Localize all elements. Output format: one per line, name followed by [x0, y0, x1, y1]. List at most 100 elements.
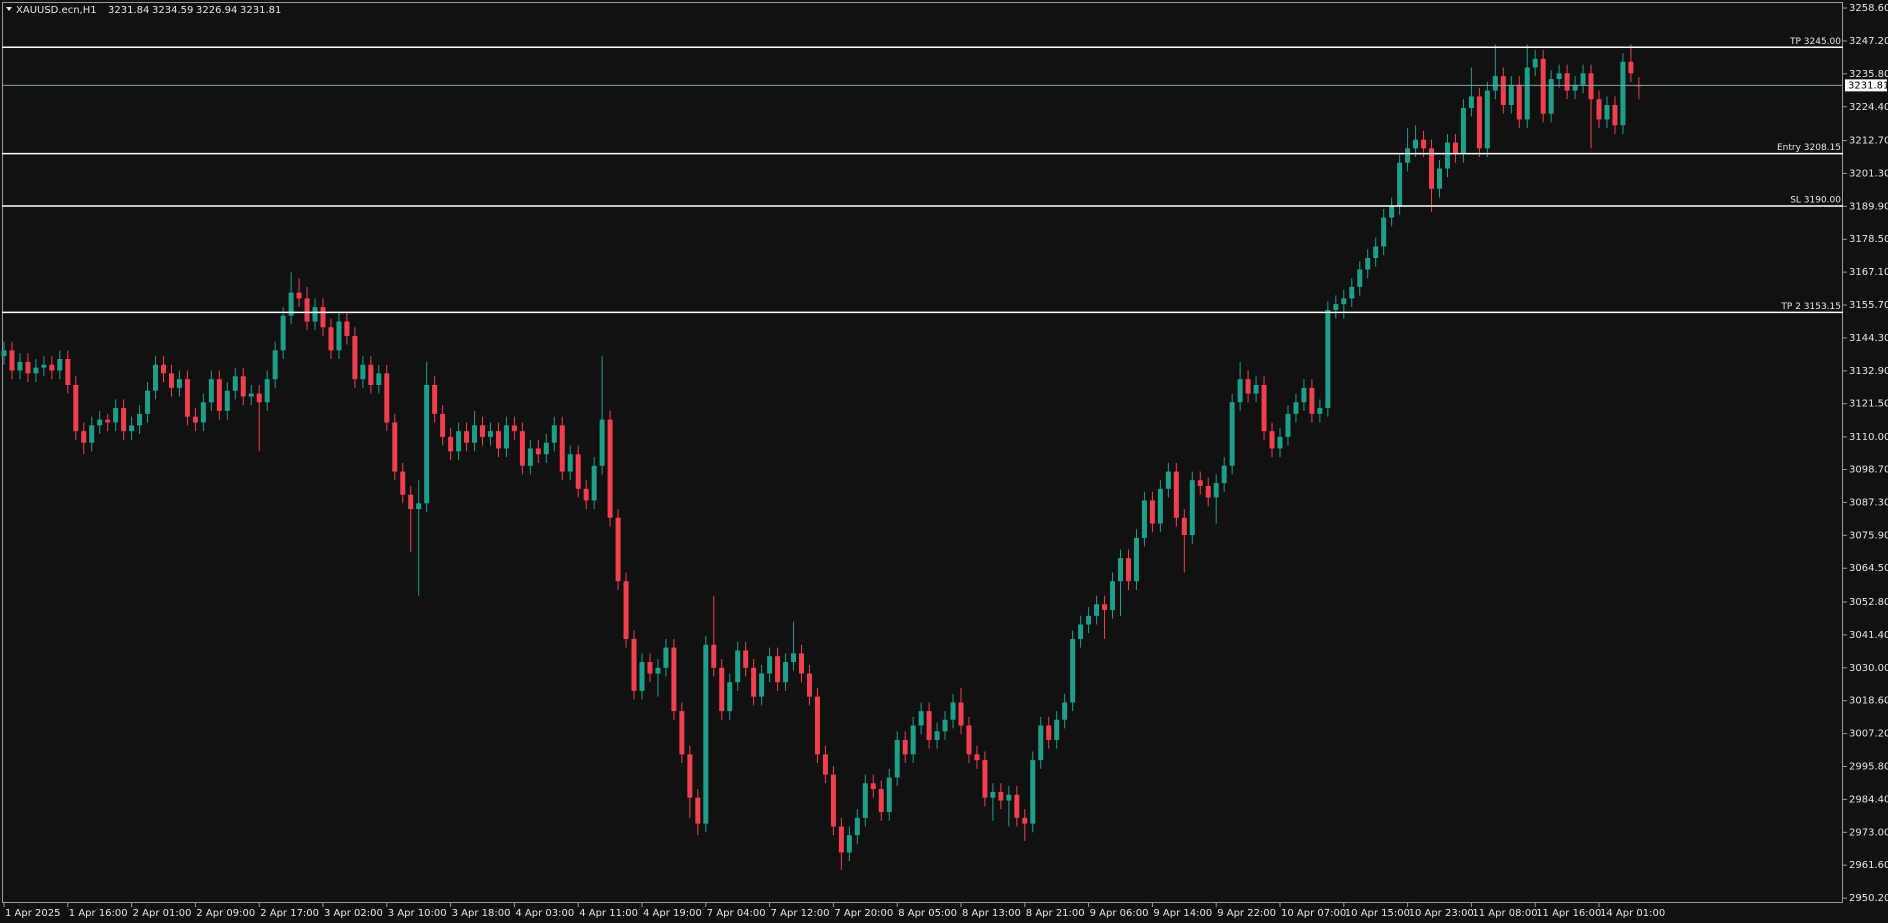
- x-tick-label: 2 Apr 17:00: [260, 908, 319, 919]
- candle-body: [1524, 67, 1530, 120]
- candle-body: [543, 442, 549, 455]
- y-tick-label: 2995.80: [1849, 761, 1888, 772]
- candle-body: [224, 390, 230, 411]
- y-tick-label: 3155.70: [1849, 300, 1888, 311]
- candle-body: [1054, 719, 1060, 740]
- x-tick-label: 4 Apr 19:00: [643, 908, 702, 919]
- x-tick-label: 8 Apr 21:00: [1026, 908, 1085, 919]
- candle-body: [799, 653, 804, 674]
- candle-body: [615, 517, 621, 582]
- candle-body: [1476, 96, 1482, 149]
- candle-body: [1492, 76, 1498, 91]
- candle-body: [1357, 269, 1363, 287]
- x-tick-label: 10 Apr 23:00: [1409, 908, 1474, 919]
- candle-body: [17, 361, 23, 371]
- candle-body: [1556, 73, 1562, 80]
- candle-body: [368, 364, 374, 385]
- y-tick-label: 2973.00: [1849, 827, 1888, 838]
- y-tick-label: 3235.80: [1849, 69, 1888, 80]
- candle-body: [623, 581, 629, 639]
- candle-body: [121, 408, 127, 432]
- candle-body: [296, 292, 302, 299]
- candle-body: [743, 650, 749, 668]
- candle-body: [767, 656, 773, 674]
- header-value: 3231.81: [240, 5, 281, 16]
- candle-body: [1437, 168, 1442, 189]
- candle-body: [73, 384, 79, 432]
- candle-body: [97, 419, 103, 426]
- candle-body: [1110, 581, 1116, 611]
- candle-body: [551, 425, 557, 443]
- candle-body: [942, 719, 948, 732]
- candle-body: [81, 431, 87, 443]
- y-tick-label: 3007.20: [1849, 729, 1888, 740]
- candle-body: [775, 656, 781, 683]
- candle-body: [113, 408, 119, 423]
- y-tick-label: 3189.90: [1849, 201, 1888, 212]
- candle-body: [312, 307, 318, 322]
- candle-body: [1165, 471, 1171, 489]
- x-tick-label: 4 Apr 03:00: [515, 908, 574, 919]
- candle-body: [1389, 206, 1395, 218]
- candle-body: [870, 783, 876, 790]
- candle-body: [806, 673, 812, 697]
- candle-body: [1014, 794, 1020, 818]
- level-label: Entry 3208.15: [1777, 143, 1841, 153]
- candle-body: [192, 416, 198, 423]
- candle-body: [145, 390, 151, 414]
- candle-body: [862, 783, 868, 818]
- candle-body: [1006, 794, 1012, 801]
- candle-body: [1612, 105, 1618, 126]
- candle-body: [918, 711, 924, 726]
- candle-body: [137, 413, 143, 426]
- x-tick-label: 3 Apr 02:00: [324, 908, 383, 919]
- candle-body: [894, 739, 900, 778]
- candle-body: [1588, 73, 1594, 100]
- candle-body: [41, 364, 47, 368]
- candle-body: [264, 379, 270, 403]
- candle-body: [535, 448, 541, 455]
- candle-body: [934, 731, 940, 740]
- candle-body: [320, 307, 326, 328]
- candle-body: [519, 431, 525, 466]
- candle-body: [129, 425, 135, 432]
- candle-body: [272, 350, 278, 380]
- candle-body: [200, 402, 206, 423]
- candle-body: [1062, 702, 1068, 720]
- y-tick-label: 3041.40: [1849, 630, 1888, 641]
- candle-body: [216, 379, 222, 411]
- candle-body: [280, 315, 286, 351]
- candle-body: [448, 436, 454, 452]
- candle-body: [256, 393, 262, 403]
- x-tick-label: 7 Apr 04:00: [707, 908, 766, 919]
- candle-body: [751, 667, 757, 697]
- candle-body: [655, 667, 661, 674]
- y-tick-label: 3110.00: [1849, 432, 1888, 443]
- candle-body: [1620, 61, 1626, 126]
- header-value: 3226.94: [196, 5, 237, 16]
- candle-body: [1277, 436, 1283, 449]
- candle-body: [966, 725, 972, 755]
- y-tick-label: 3018.60: [1849, 696, 1888, 707]
- candle-body: [336, 321, 342, 351]
- candle-body: [1532, 58, 1538, 68]
- candle-body: [591, 465, 597, 501]
- candle-body: [679, 711, 685, 755]
- candle-body: [1460, 107, 1466, 155]
- candle-body: [1086, 615, 1092, 625]
- candle-body: [1628, 61, 1634, 74]
- candle-body: [25, 361, 31, 374]
- candle-body: [838, 826, 844, 853]
- candle-body: [248, 393, 254, 397]
- candle-body: [1333, 304, 1339, 310]
- candle-body: [1118, 558, 1123, 582]
- candle-body: [304, 298, 310, 322]
- candle-body: [527, 448, 533, 466]
- candle-body: [687, 754, 693, 798]
- candle-body: [472, 425, 478, 443]
- y-tick-label: 3144.30: [1849, 333, 1888, 344]
- candle-body: [639, 662, 645, 691]
- y-tick-label: 2950.20: [1849, 893, 1888, 904]
- y-tick-label: 3247.20: [1849, 36, 1888, 47]
- candle-body: [400, 471, 406, 495]
